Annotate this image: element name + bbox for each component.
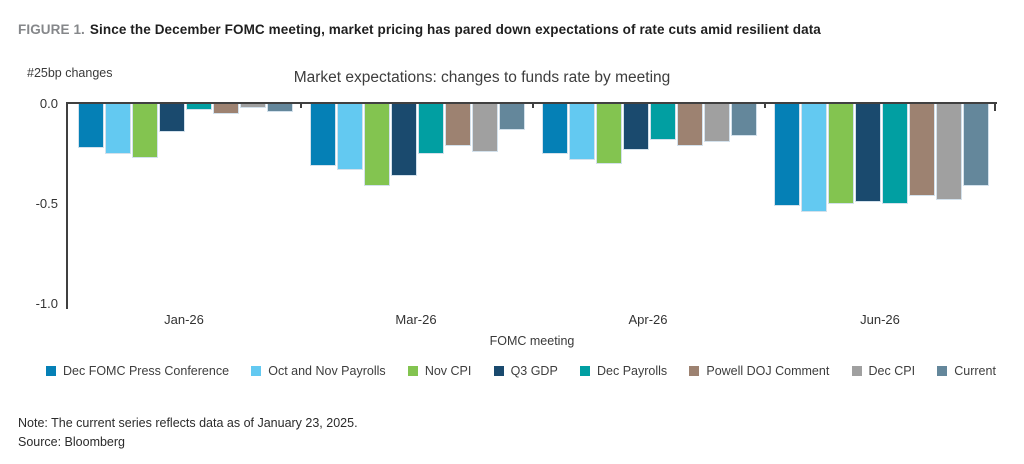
x-axis-tick [532,104,534,108]
bar-Jun-26-dec-fomc-press-conference [774,104,800,206]
bar-Jan-26-powell-doj-comment [213,104,239,114]
y-tick-label--0.5: -0.5 [35,196,58,211]
bar-Mar-26-dec-fomc-press-conference [310,104,336,166]
legend-item-dec-cpi: Dec CPI [851,364,916,378]
y-axis-unit-label: #25bp changes [27,66,113,80]
bar-Mar-26-oct-and-nov-payrolls [337,104,363,170]
x-axis-tick [300,104,302,108]
x-tick-label-mar-26: Mar-26 [395,312,437,327]
bar-Jun-26-q3-gdp [855,104,881,202]
legend-item-powell-doj-comment: Powell DOJ Comment [689,364,829,378]
legend-item-dec-fomc-press-conference: Dec FOMC Press Conference [46,364,229,378]
legend-swatch-icon [407,366,418,376]
legend-label: Dec FOMC Press Conference [63,364,230,378]
bar-Apr-26-q3-gdp [623,104,649,150]
legend-item-q3-gdp: Q3 GDP [493,364,558,378]
bar-Jan-26-dec-payrolls [186,104,212,110]
legend-swatch-icon [493,366,504,376]
legend-swatch-icon [937,366,948,376]
bar-Mar-26-q3-gdp [391,104,417,176]
bar-Jan-26-dec-cpi [240,104,266,108]
figure-number-label: FIGURE 1. [18,22,85,37]
bar-Apr-26-dec-fomc-press-conference [542,104,568,154]
legend-swatch-icon [851,366,862,376]
legend-label: Nov CPI [424,364,472,378]
bar-Jan-26-oct-and-nov-payrolls [105,104,131,154]
bar-Jun-26-oct-and-nov-payrolls [801,104,827,212]
bar-Jun-26-current [963,104,989,186]
bar-Apr-26-oct-and-nov-payrolls [569,104,595,160]
bar-Apr-26-dec-cpi [704,104,730,142]
legend-item-nov-cpi: Nov CPI [407,364,472,378]
y-axis-line [66,102,68,309]
bar-chart-plot-area [66,102,997,309]
figure-title: Since the December FOMC meeting, market … [89,22,821,37]
legend-swatch-icon [580,366,590,376]
footer-source: Source: Bloomberg [18,435,126,449]
bar-Mar-26-powell-doj-comment [445,104,471,146]
legend-label: Dec Payrolls [597,364,668,378]
x-axis-title: FOMC meeting [489,334,575,348]
zero-baseline [66,102,997,104]
legend-label: Powell DOJ Comment [706,364,830,378]
legend-label: Q3 GDP [510,364,558,378]
x-axis-tick [764,104,766,108]
y-tick-label--1.0: -1.0 [35,296,58,311]
chart-footer: Note: The current series reflects data a… [18,414,358,452]
legend-item-current: Current [937,364,996,378]
bar-Mar-26-dec-cpi [472,104,498,152]
legend-label: Current [954,364,996,378]
legend-swatch-icon [689,366,700,376]
bar-Mar-26-nov-cpi [364,104,390,186]
bar-Apr-26-powell-doj-comment [677,104,703,146]
bar-Apr-26-nov-cpi [596,104,622,164]
bar-Mar-26-current [499,104,525,130]
bar-Jun-26-powell-doj-comment [909,104,935,196]
bar-Jun-26-dec-cpi [936,104,962,200]
bar-Jun-26-dec-payrolls [882,104,908,204]
legend-item-oct-and-nov-payrolls: Oct and Nov Payrolls [251,364,386,378]
bar-Jan-26-q3-gdp [159,104,185,132]
legend-label: Oct and Nov Payrolls [268,364,386,378]
bar-Jan-26-dec-fomc-press-conference [78,104,104,148]
y-tick-label-0.0: 0.0 [39,96,58,111]
x-tick-label-jan-26: Jan-26 [164,312,204,327]
legend-swatch-icon [251,366,262,376]
x-tick-label-jun-26: Jun-26 [860,312,900,327]
chart-legend: Dec FOMC Press Conference Oct and Nov Pay… [46,364,996,378]
bar-Jan-26-current [267,104,293,112]
bar-Apr-26-current [731,104,757,136]
bar-Jun-26-nov-cpi [828,104,854,204]
legend-swatch-icon [46,366,56,376]
x-axis-end-tick [994,104,996,111]
chart-title: Market expectations: changes to funds ra… [293,69,671,86]
legend-label: Dec CPI [868,364,916,378]
x-tick-label-apr-26: Apr-26 [628,312,668,327]
legend-item-dec-payrolls: Dec Payrolls [580,364,667,378]
figure-header: FIGURE 1. Since the December FOMC meeting… [18,22,821,37]
footer-note: Note: The current series reflects data a… [18,416,358,430]
bar-Jan-26-nov-cpi [132,104,158,158]
bar-Mar-26-dec-payrolls [418,104,444,154]
bar-Apr-26-dec-payrolls [650,104,676,140]
